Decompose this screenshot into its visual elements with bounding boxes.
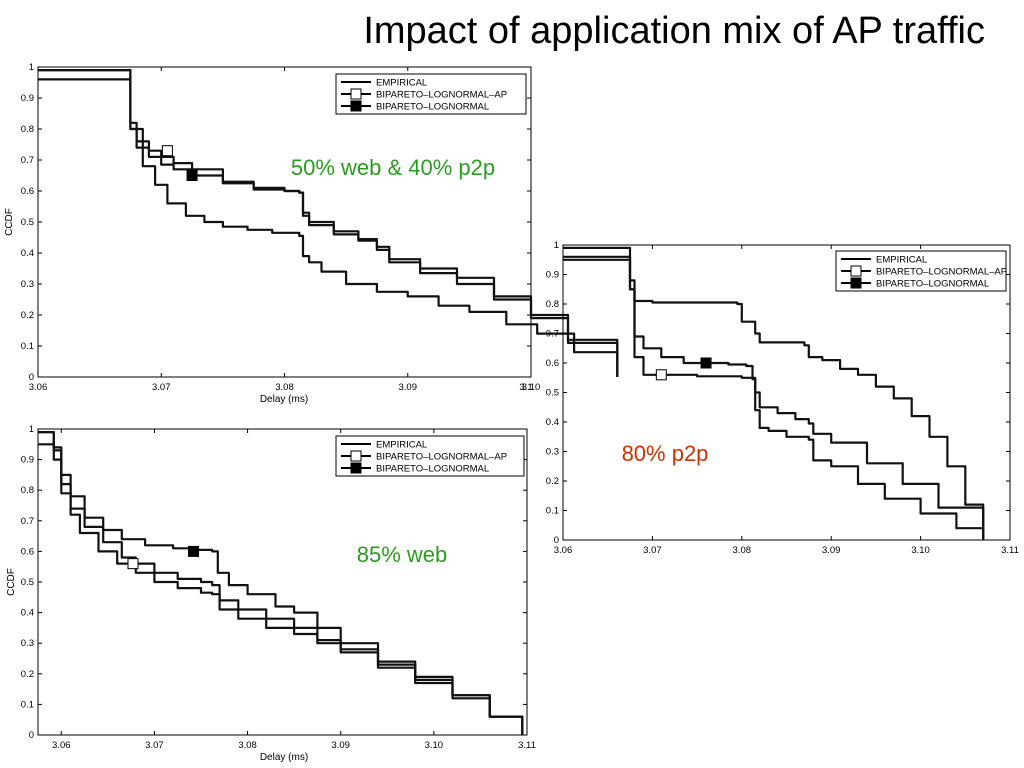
legend: EMPIRICALBIPARETO–LOGNORMAL–APBIPARETO–L… xyxy=(335,435,525,477)
y-tick-label: 0.8 xyxy=(21,124,34,135)
x-tick-label: 3.11 xyxy=(518,740,536,751)
legend-open-square-icon xyxy=(350,450,362,462)
filled-square-marker xyxy=(188,545,200,557)
series-line-bipareto-lognormal-ap xyxy=(38,69,619,377)
x-axis-label: Delay (ms) xyxy=(260,394,308,405)
x-tick-label: 3.08 xyxy=(238,740,257,751)
legend-label: BIPARETO–LOGNORMAL–AP xyxy=(876,267,1007,278)
y-tick-label: 0 xyxy=(29,730,34,741)
x-tick-label: 3.07 xyxy=(145,740,164,751)
y-tick-label: 0.6 xyxy=(21,186,34,197)
y-tick-label: 0.9 xyxy=(546,270,559,281)
chart-top_left: 0 0.1 0.2 0.3 0.4 0.5 0.6 0.7 0.8 0.9 1 3.06 3.07 3.0… xyxy=(4,62,619,405)
chart-annotation: 50% web & 40% p2p xyxy=(291,155,495,180)
y-tick-label: 0.8 xyxy=(21,485,34,496)
legend: EMPIRICALBIPARETO–LOGNORMAL–APBIPARETO–L… xyxy=(835,250,1007,292)
x-tick-label: 3.06 xyxy=(52,740,71,751)
series-line-bipareto-lognormal xyxy=(38,431,524,735)
legend: EMPIRICALBIPARETO–LOGNORMAL–APBIPARETO–L… xyxy=(335,73,527,115)
y-tick-label: 0 xyxy=(29,372,34,383)
series-line-bipareto-lognormal xyxy=(563,258,985,540)
y-tick-label: 0.7 xyxy=(21,155,34,166)
x-tick-label: 3.06 xyxy=(554,545,573,556)
y-tick-label: 0.2 xyxy=(21,310,34,321)
open-square-marker xyxy=(127,558,139,570)
y-tick-label: 1 xyxy=(29,424,34,435)
y-tick-label: 1 xyxy=(29,62,34,73)
x-tick-label: 3.09 xyxy=(399,382,418,393)
y-tick-label: 0.4 xyxy=(546,417,559,428)
y-tick-label: 0.1 xyxy=(21,341,34,352)
x-tick-label: 3.08 xyxy=(733,545,752,556)
x-tick-label: 3.10 xyxy=(522,382,541,393)
y-tick-label: 0.6 xyxy=(546,358,559,369)
slide-title: Impact of application mix of AP traffic xyxy=(363,10,985,52)
legend-label: BIPARETO–LOGNORMAL xyxy=(376,102,489,113)
legend-label: BIPARETO–LOGNORMAL–AP xyxy=(376,90,507,101)
y-tick-label: 0.4 xyxy=(21,608,34,619)
x-tick-label: 3.07 xyxy=(643,545,662,556)
series-line-empirical xyxy=(563,246,985,540)
open-square-marker xyxy=(161,145,173,157)
legend-open-square-icon xyxy=(350,88,362,100)
x-tick-label: 3.08 xyxy=(275,382,294,393)
x-tick-label: 3.11 xyxy=(1001,545,1019,556)
y-tick-label: 1 xyxy=(554,240,559,251)
y-tick-label: 0.7 xyxy=(546,329,559,340)
y-tick-label: 0 xyxy=(554,535,559,546)
legend-filled-square-icon xyxy=(350,462,362,474)
legend-label: EMPIRICAL xyxy=(376,78,427,89)
legend-label: EMPIRICAL xyxy=(376,440,427,451)
x-tick-label: 3.06 xyxy=(29,382,48,393)
x-tick-label: 3.10 xyxy=(425,740,444,751)
y-tick-label: 0.3 xyxy=(21,638,34,649)
y-tick-label: 0.3 xyxy=(21,279,34,290)
x-tick-label: 3.10 xyxy=(911,545,930,556)
y-tick-label: 0.4 xyxy=(21,248,34,259)
legend-open-square-icon xyxy=(850,265,862,277)
x-tick-label: 3.1 xyxy=(519,382,532,393)
y-tick-label: 0.8 xyxy=(546,299,559,310)
legend-filled-square-icon xyxy=(350,100,362,112)
y-tick-label: 0.2 xyxy=(546,476,559,487)
y-tick-label: 0.9 xyxy=(21,455,34,466)
y-tick-label: 0.3 xyxy=(546,447,559,458)
filled-square-marker xyxy=(700,357,712,369)
legend-label: BIPARETO–LOGNORMAL–AP xyxy=(376,452,507,463)
y-tick-label: 0.9 xyxy=(21,93,34,104)
series-line-bipareto-lognormal-ap xyxy=(563,255,985,540)
legend-filled-square-icon xyxy=(850,277,862,289)
x-axis-label: Delay (ms) xyxy=(260,752,308,763)
series-line-bipareto-lognormal-ap xyxy=(38,431,524,735)
chart-right: 0 0.1 0.2 0.3 0.4 0.5 0.6 0.7 0.8 0.9 1 3.06 3.07 3.0… xyxy=(546,240,1019,556)
legend-label: EMPIRICAL xyxy=(876,255,927,266)
x-tick-label: 3.07 xyxy=(152,382,171,393)
chart-bottom_left: 0 0.1 0.2 0.3 0.4 0.5 0.6 0.7 0.8 0.9 1 3.06 3.07 3.0… xyxy=(6,424,536,763)
open-square-marker xyxy=(655,369,667,381)
y-tick-label: 0.6 xyxy=(21,546,34,557)
series-line-empirical xyxy=(38,78,619,377)
series-line-empirical xyxy=(38,443,524,735)
y-axis-label: CCDF xyxy=(6,568,17,596)
legend-box xyxy=(835,250,1007,292)
chart-annotation: 85% web xyxy=(357,542,448,567)
chart-annotation: 80% p2p xyxy=(622,441,709,466)
legend-label: BIPARETO–LOGNORMAL xyxy=(376,464,489,475)
y-tick-label: 0.2 xyxy=(21,669,34,680)
x-tick-label: 3.09 xyxy=(331,740,350,751)
y-tick-label: 0.5 xyxy=(21,217,34,228)
filled-square-marker xyxy=(186,170,198,181)
y-tick-label: 0.5 xyxy=(546,388,559,399)
y-tick-label: 0.5 xyxy=(21,577,34,588)
y-tick-label: 0.7 xyxy=(21,516,34,527)
legend-label: BIPARETO–LOGNORMAL xyxy=(876,279,989,290)
series-line-bipareto-lognormal xyxy=(38,69,619,377)
y-axis-label: CCDF xyxy=(4,208,15,236)
x-tick-label: 3.09 xyxy=(822,545,841,556)
y-tick-label: 0.1 xyxy=(546,506,559,517)
y-tick-label: 0.1 xyxy=(21,699,34,710)
